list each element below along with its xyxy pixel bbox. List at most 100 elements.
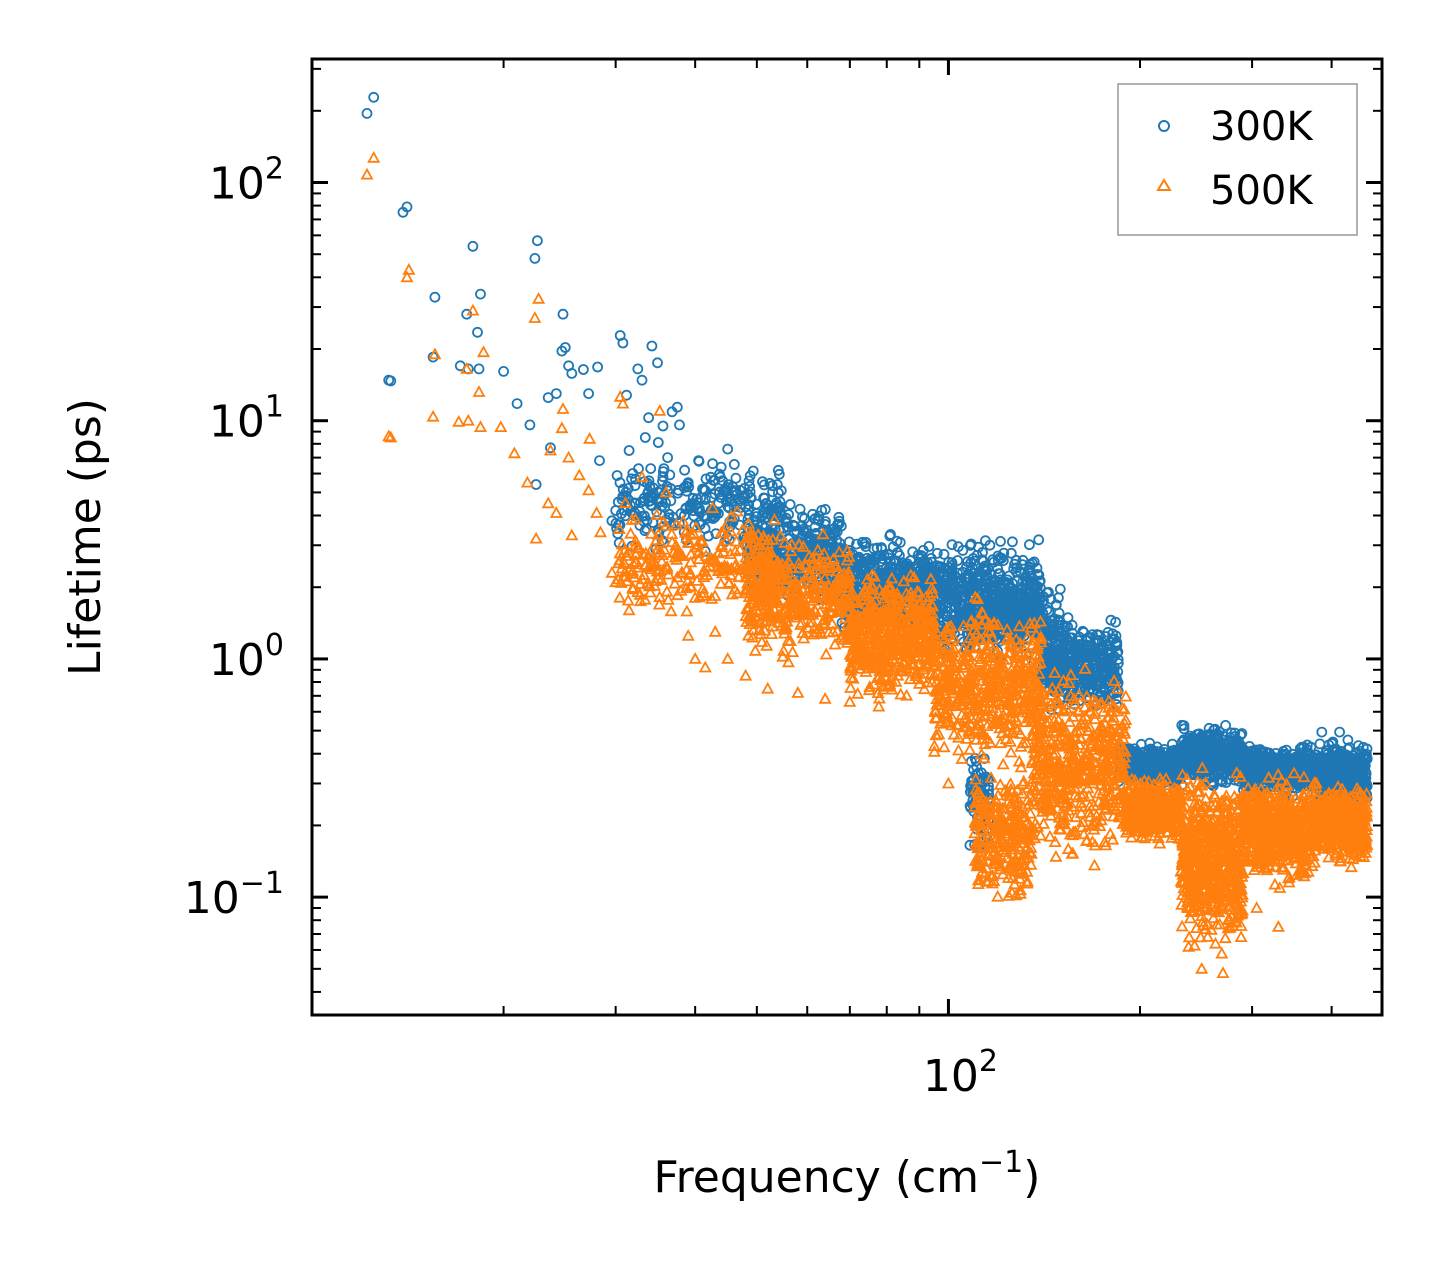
data-point <box>772 464 784 476</box>
data-point <box>1041 587 1053 599</box>
data-point <box>981 565 992 577</box>
data-point <box>1250 901 1264 913</box>
data-point <box>617 337 629 349</box>
data-point <box>917 545 929 556</box>
data-point <box>639 510 650 522</box>
data-point <box>1005 547 1017 559</box>
data-point <box>559 342 571 353</box>
data-point <box>728 458 740 470</box>
data-point <box>662 452 673 464</box>
data-point <box>1024 601 1036 613</box>
data-point <box>633 463 644 475</box>
data-point <box>681 628 695 641</box>
data-point <box>1316 726 1328 738</box>
data-point <box>653 526 665 538</box>
data-point <box>429 291 441 303</box>
data-point <box>402 262 416 275</box>
data-point <box>977 562 989 574</box>
data-point <box>863 561 875 573</box>
data-point <box>962 556 973 568</box>
data-point <box>1007 578 1018 589</box>
data-point <box>931 560 943 572</box>
data-point <box>952 578 963 589</box>
data-point <box>660 497 671 509</box>
data-point <box>1334 726 1345 738</box>
data-point <box>998 555 1009 566</box>
data-point <box>368 91 380 103</box>
data-point <box>674 419 685 431</box>
data-point <box>816 504 828 516</box>
data-point <box>652 437 664 448</box>
data-point <box>524 419 536 431</box>
data-point <box>646 340 658 352</box>
data-point <box>791 525 802 537</box>
data-point <box>613 590 627 603</box>
data-point <box>703 530 714 542</box>
data-point <box>1054 583 1066 595</box>
data-point <box>665 495 677 507</box>
data-point <box>583 388 594 400</box>
data-point <box>891 535 903 547</box>
data-point <box>590 506 604 518</box>
data-point <box>461 413 475 426</box>
data-point <box>1314 738 1326 750</box>
data-point <box>957 591 969 603</box>
data-point <box>775 507 787 518</box>
data-point <box>786 645 800 657</box>
data-point <box>511 398 523 410</box>
data-point <box>796 520 808 531</box>
data-point <box>807 508 818 520</box>
data-point <box>688 652 702 664</box>
data-point <box>818 691 832 704</box>
data-point <box>673 484 684 496</box>
data-point <box>730 472 742 484</box>
data-point <box>919 556 930 568</box>
data-point <box>632 363 644 375</box>
data-point <box>557 308 569 320</box>
data-point <box>592 361 603 373</box>
data-point <box>401 201 413 213</box>
data-point <box>1008 599 1019 611</box>
data-point <box>680 604 694 617</box>
data-point <box>605 565 619 578</box>
data-point <box>751 511 762 522</box>
data-point <box>623 445 635 456</box>
data-point <box>742 488 753 500</box>
data-point <box>734 495 746 507</box>
data-point <box>708 624 722 637</box>
data-point <box>999 605 1011 617</box>
data-point <box>995 536 1006 547</box>
data-point <box>967 553 979 564</box>
data-point <box>941 776 955 789</box>
data-point <box>964 540 976 551</box>
data-point <box>636 374 648 386</box>
data-point <box>756 510 768 522</box>
data-point <box>566 367 578 379</box>
data-point <box>555 421 569 434</box>
data-point <box>652 357 663 369</box>
data-point <box>622 603 636 616</box>
data-point <box>643 412 654 424</box>
data-point <box>705 479 717 491</box>
data-point <box>644 481 656 493</box>
data-point <box>976 584 988 596</box>
data-point <box>946 572 957 584</box>
data-point <box>966 613 978 624</box>
data-point <box>818 526 829 537</box>
data-point <box>707 458 718 470</box>
data-point <box>718 485 730 497</box>
data-point <box>629 480 641 492</box>
data-point <box>695 492 707 504</box>
data-point <box>1271 920 1285 932</box>
data-point <box>367 150 381 163</box>
data-point <box>639 432 651 443</box>
data-point <box>529 252 541 264</box>
data-point <box>829 548 840 560</box>
data-point <box>744 480 755 492</box>
data-point <box>1033 534 1045 546</box>
data-point <box>1033 569 1045 581</box>
data-point <box>875 556 886 567</box>
data-point <box>858 538 870 550</box>
data-point <box>532 291 546 304</box>
data-point <box>1110 616 1121 628</box>
